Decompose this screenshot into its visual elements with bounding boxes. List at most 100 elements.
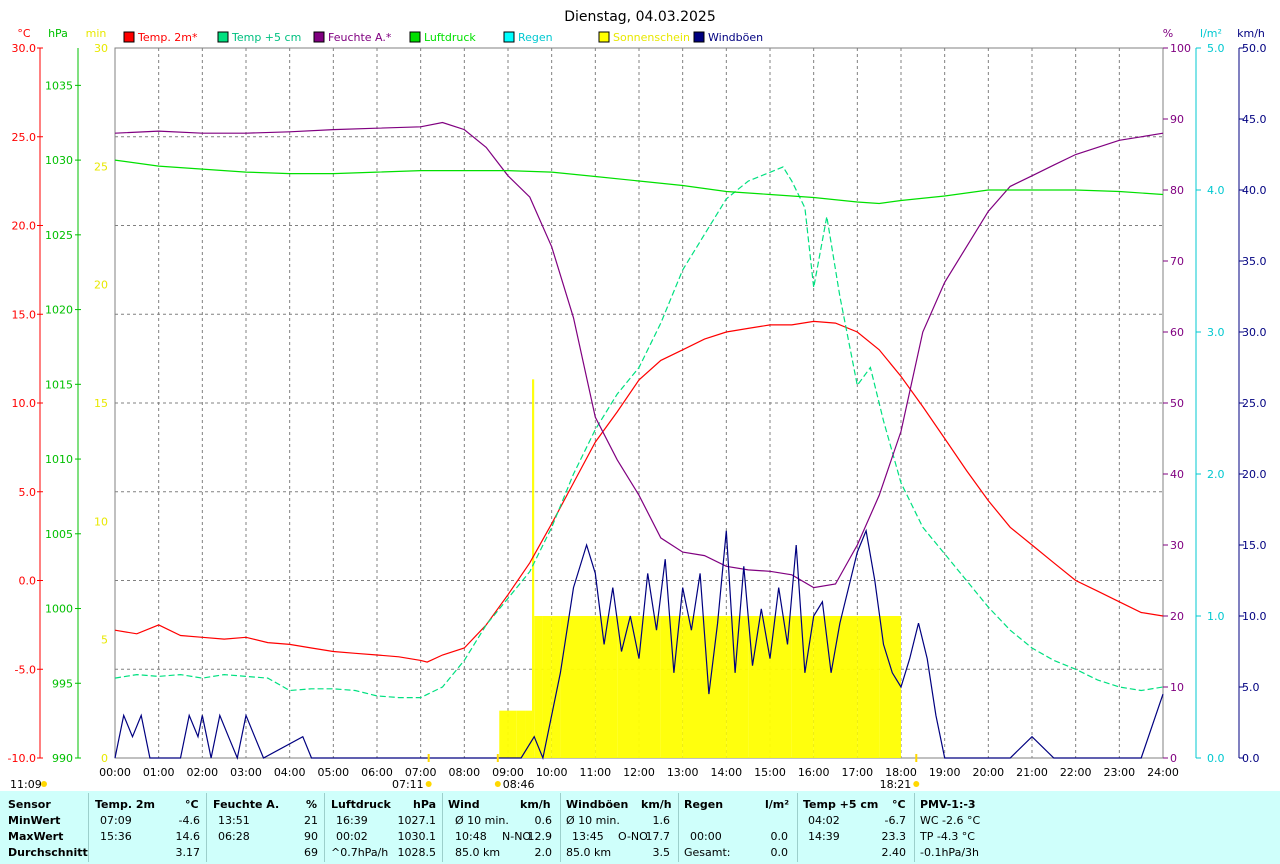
sunshine-bar [770, 616, 792, 758]
x-tick-label: 01:00 [143, 766, 175, 779]
humidity-tick-label: 90 [1170, 113, 1184, 126]
sunshine-bar [551, 616, 561, 758]
x-tick-label: 19:00 [929, 766, 961, 779]
sunshine-bar [508, 710, 517, 758]
pressure-tick-label: 1020 [45, 304, 73, 317]
humidity-tick-label: 70 [1170, 255, 1184, 268]
gusts-header: Windböen [566, 798, 629, 811]
pressure-trend: ^0.7hPa/h [331, 846, 389, 859]
pressure-max: 1030.1 [397, 830, 437, 843]
sunshine-start-time: 08:46 [503, 778, 535, 791]
temp2m-min-time: 07:09 [100, 814, 132, 827]
sunshine-bar [857, 616, 880, 758]
x-tick-label: 17:00 [841, 766, 873, 779]
rain-max-time: 00:00 [690, 830, 722, 843]
legend: Temp. 2m* Temp +5 cm Feuchte A.* Luftdruck R… [123, 31, 763, 44]
wind-tick-label: 10.0 [1242, 610, 1267, 623]
legend-swatch [313, 31, 325, 43]
rain-tick-label: 1.0 [1207, 610, 1225, 623]
temp-tick-label: -5.0 [15, 663, 36, 676]
humidity-max-time: 06:28 [218, 830, 250, 843]
pressure-avg: 1028.5 [397, 846, 437, 859]
sunshine-tick-label: 10 [94, 515, 108, 528]
legend-swatch [123, 31, 135, 43]
minwert-label: MinWert [8, 814, 61, 827]
sunshine-tick-label: 25 [94, 160, 108, 173]
sunshine-tick-label: 5 [101, 634, 108, 647]
wind-tick-label: 20.0 [1242, 468, 1267, 481]
temp-tick-label: 15.0 [12, 308, 37, 321]
sunshine-bar [660, 616, 683, 758]
gusts-max: 17.7 [645, 830, 671, 843]
x-tick-label: 20:00 [972, 766, 1004, 779]
sunshine-bar [525, 710, 533, 758]
legend-label: Sonnenschein [613, 31, 690, 44]
series-line [114, 166, 1164, 699]
gusts-max-time: 13:45 [572, 830, 604, 843]
pressure-header: Luftdruck [331, 798, 391, 811]
sunshine-tick-label: 0 [101, 752, 108, 765]
x-tick-label: 12:00 [623, 766, 655, 779]
humidity-tick-label: 40 [1170, 468, 1184, 481]
sunshine-tick-label: 30 [94, 42, 108, 55]
humidity-tick-label: 20 [1170, 610, 1184, 623]
rain-total-label: Gesamt: [684, 846, 731, 859]
windchill: WC -2.6 °C [920, 814, 981, 827]
temp2m-avg: 3.17 [175, 846, 201, 859]
x-tick-label: 18:00 [885, 766, 917, 779]
pressure-tick-label: 1035 [45, 79, 73, 92]
x-tick-label: 08:00 [448, 766, 480, 779]
rain-tick-label: 0.0 [1207, 752, 1225, 765]
temp-tick-label: 5.0 [19, 486, 37, 499]
sunshine-bar [704, 616, 727, 758]
temp5cm-avg: 2.40 [881, 846, 907, 859]
sunshine-bar [516, 710, 526, 758]
pressure-max-time: 00:02 [336, 830, 368, 843]
wind-avg10: 0.6 [534, 814, 553, 827]
wind-tick-label: 40.0 [1242, 184, 1267, 197]
pressure-min-time: 16:39 [336, 814, 368, 827]
rain-tick-label: 2.0 [1207, 468, 1225, 481]
legend-swatch [598, 31, 610, 43]
x-tick-label: 07:00 [405, 766, 437, 779]
sunshine-start-icon [494, 781, 501, 787]
x-tick-label: 10:00 [536, 766, 568, 779]
pressure-unit-label: hPa [48, 27, 68, 40]
wind-tick-label: 45.0 [1242, 113, 1267, 126]
rain-unit: l/m² [765, 798, 790, 811]
rain-max: 0.0 [770, 830, 789, 843]
legend-swatch [217, 31, 229, 43]
dewpoint: TP -4.3 °C [920, 830, 975, 843]
sunshine-tick-label: 15 [94, 397, 108, 410]
x-tick-label: 02:00 [186, 766, 218, 779]
humidity-tick-label: 10 [1170, 681, 1184, 694]
humidity-tick-label: 50 [1170, 397, 1184, 410]
sun-markers: 07:11 18:21 08:46 11:09 [10, 754, 920, 791]
legend-label: Luftdruck [424, 31, 476, 44]
sunshine-bar [682, 616, 705, 758]
rain-total: 0.0 [770, 846, 789, 859]
rain-tick-label: 5.0 [1207, 42, 1225, 55]
gusts-avg10-label: Ø 10 min. [566, 814, 620, 827]
humidity-unit: % [306, 798, 318, 811]
sunshine-bar [813, 616, 836, 758]
wind-max-time: 10:48 [455, 830, 487, 843]
legend-swatch [693, 31, 705, 43]
humidity-unit-label: % [1163, 27, 1173, 40]
x-tick-label: 03:00 [230, 766, 262, 779]
axes: 00:00 01:00 02:00 03:00 04:00 05:00 06:00 07:00… [8, 42, 1267, 779]
wind-max: 12.9 [527, 830, 553, 843]
temp2m-unit: °C [185, 798, 199, 811]
rain-tick-label: 4.0 [1207, 184, 1225, 197]
temp-unit-label: °C [17, 27, 31, 40]
wind-tick-label: 0.0 [1242, 752, 1260, 765]
pressure-trend-3h: -0.1hPa/3h [920, 846, 979, 859]
humidity-tick-label: 60 [1170, 326, 1184, 339]
sunshine-bar [879, 616, 901, 758]
temp5cm-min: -6.7 [884, 814, 906, 827]
sunshine-duration: 11:09 [10, 778, 42, 791]
pressure-tick-label: 1025 [45, 229, 73, 242]
humidity-avg: 69 [304, 846, 318, 859]
gusts-avg: 3.5 [652, 846, 671, 859]
temp5cm-min-time: 04:02 [808, 814, 840, 827]
